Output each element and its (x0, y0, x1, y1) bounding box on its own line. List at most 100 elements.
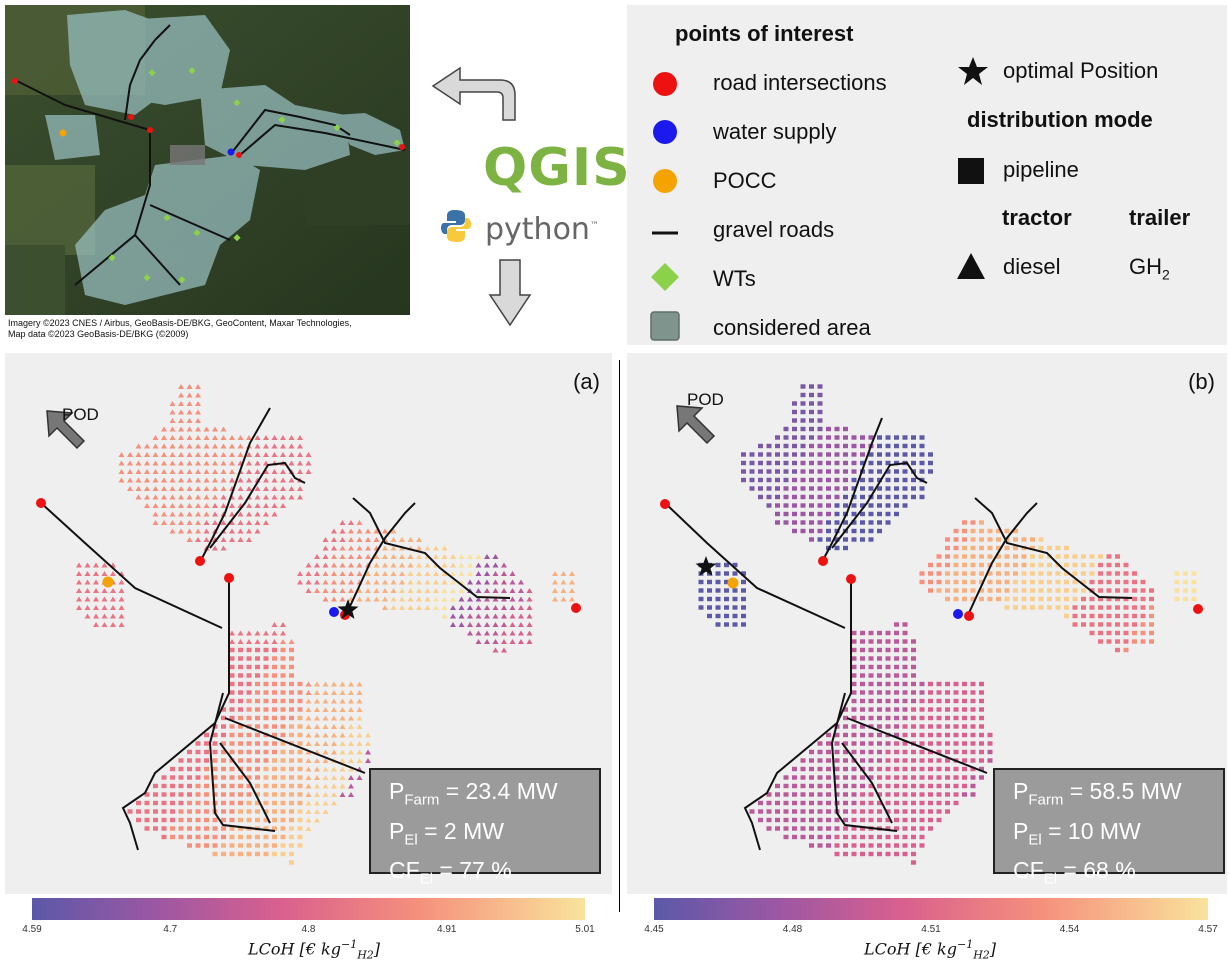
lcoh-cell (996, 571, 1001, 576)
lcoh-cell (783, 452, 789, 457)
lcoh-cell (809, 528, 814, 534)
lcoh-cell (255, 707, 260, 712)
lcoh-cell (902, 469, 908, 474)
lcoh-cell (152, 486, 159, 491)
lcoh-cell (144, 460, 150, 466)
lcoh-cell (305, 800, 312, 806)
lcoh-cell (1030, 537, 1035, 542)
lcoh-cell (868, 452, 874, 457)
lcoh-cell (1055, 605, 1061, 610)
lcoh-cell (894, 639, 899, 644)
lcoh-cell (1081, 622, 1086, 627)
lcoh-cell (843, 826, 848, 831)
lcoh-cell (843, 460, 848, 466)
lcoh-cell (902, 647, 908, 653)
lcoh-cell (492, 622, 499, 627)
lcoh-cell (919, 469, 925, 474)
lcoh-cell (484, 571, 490, 576)
lcoh-cell (314, 775, 320, 780)
lcoh-cell (868, 775, 874, 780)
colorbar-a-tick: 4.91 (437, 924, 457, 935)
lcoh-cell (911, 792, 916, 797)
lcoh-cell (809, 843, 814, 848)
lcoh-cell (911, 800, 916, 806)
lcoh-cell (1013, 545, 1018, 551)
lcoh-cell (229, 749, 235, 755)
lcoh-cell (289, 749, 294, 755)
lcoh-cell (860, 690, 865, 695)
lcoh-cell (492, 562, 499, 568)
lcoh-cell (724, 613, 729, 619)
lcoh-cell (860, 452, 865, 457)
lcoh-cell (152, 477, 159, 483)
lcoh-cell (851, 647, 857, 653)
lcoh-cell (280, 503, 286, 508)
lcoh-cell (766, 452, 772, 457)
lcoh-cell (135, 477, 142, 483)
lcoh-cell (868, 851, 874, 857)
lcoh-cell (987, 741, 993, 746)
lcoh-cell (1064, 605, 1069, 610)
lcoh-cell (365, 596, 371, 602)
lcoh-cell (707, 579, 712, 585)
lcoh-cell (919, 707, 925, 712)
lcoh-cell (187, 758, 192, 763)
lcoh-cell (936, 562, 942, 568)
lcoh-cell (220, 435, 227, 440)
lcoh-cell (331, 554, 337, 559)
lcoh-cell (1115, 596, 1120, 602)
lcoh-cell (254, 511, 261, 517)
lcoh-cell (970, 732, 976, 738)
lcoh-cell (339, 528, 346, 534)
lcoh-cell (484, 613, 490, 619)
lcoh-cell (868, 715, 874, 721)
lcoh-cell (800, 503, 806, 508)
lcoh-cell (356, 698, 363, 704)
lcoh-cell (817, 435, 823, 440)
lcoh-cell (868, 690, 874, 695)
lcoh-cell (834, 817, 840, 823)
lcoh-cell (297, 817, 303, 823)
lcoh-cell (297, 766, 303, 772)
lcoh-cell (178, 792, 184, 797)
lcoh-cell (775, 817, 780, 823)
lcoh-cell (263, 843, 269, 848)
lcoh-cell (1047, 579, 1052, 585)
lcoh-cell (919, 452, 925, 457)
lcoh-cell (1038, 537, 1044, 542)
lcoh-cell (783, 503, 789, 508)
lcoh-cell (365, 758, 371, 763)
lcoh-cell (220, 426, 227, 432)
lcoh-cell (305, 690, 312, 695)
lcoh-cell (1123, 588, 1129, 593)
lcoh-cell (851, 800, 857, 806)
lcoh-cell (195, 384, 201, 389)
lcoh-cell (936, 783, 942, 789)
lcoh-cell (1072, 596, 1078, 602)
lcoh-cell (136, 800, 141, 806)
lcoh-cell (1030, 554, 1035, 559)
lcoh-cell (928, 758, 933, 763)
lcoh-cell (1115, 639, 1120, 644)
lcoh-cell (919, 486, 925, 491)
lcoh-cell (93, 596, 99, 602)
lcoh-cell (271, 511, 278, 517)
lcoh-cell (877, 630, 882, 636)
lcoh-cell (1149, 613, 1154, 619)
lcoh-cell (501, 596, 507, 602)
lcoh-cell (928, 588, 933, 593)
lcoh-cell (288, 443, 295, 449)
lcoh-cell (741, 613, 746, 619)
lcoh-cell (945, 588, 950, 593)
lcoh-cell (817, 843, 823, 848)
lcoh-cell (800, 435, 806, 440)
lcoh-cell (322, 715, 329, 721)
lcoh-cell (238, 758, 243, 763)
lcoh-cell (851, 851, 857, 857)
lcoh-cell (382, 562, 388, 568)
lcoh-cell (348, 775, 354, 780)
lcoh-cell (877, 639, 882, 644)
lcoh-cell (238, 673, 243, 678)
lcoh-cell (246, 537, 252, 542)
lcoh-cell (263, 477, 269, 483)
